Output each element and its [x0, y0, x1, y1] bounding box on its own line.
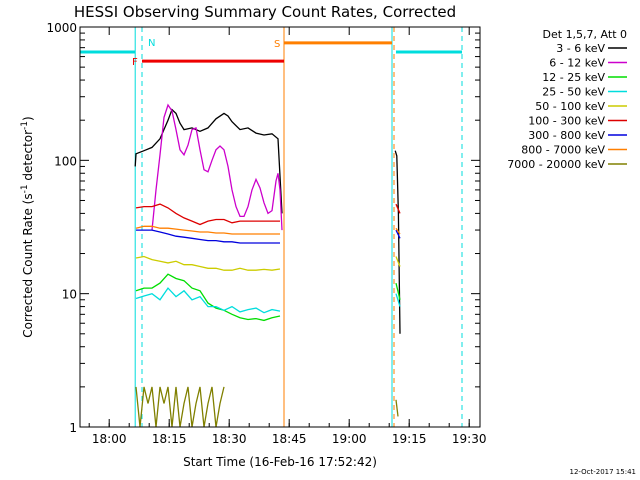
x-tick-label-1: 18:15 — [152, 432, 187, 446]
interval-label-2: F — [132, 57, 138, 68]
legend-label-8: 7000 - 20000 keV — [507, 158, 605, 171]
plot-area: NF S — [80, 27, 463, 428]
series-line-5-b — [395, 203, 401, 214]
series-line-0-b — [394, 150, 401, 334]
series-line-8 — [135, 386, 225, 428]
x-tick-label-5: 19:15 — [392, 432, 427, 446]
legend-header: Det 1,5,7, Att 0 — [543, 28, 627, 41]
legend-label-2: 12 - 25 keV — [542, 71, 605, 84]
plot-frame — [79, 26, 481, 428]
x-tick-label-3: 18:45 — [272, 432, 307, 446]
y-axis-label: Corrected Count Rate (s-1 detector-1) — [20, 116, 35, 337]
series-line-6-b — [395, 229, 401, 239]
x-tick-label-6: 19:30 — [452, 432, 487, 446]
series-line-3-b — [395, 293, 401, 307]
interval-label-1: N — [148, 38, 155, 49]
series-line-1 — [151, 103, 283, 231]
y-tick-label-1: 10 — [62, 288, 77, 302]
series-line-7 — [135, 225, 280, 235]
x-axis-label: Start Time (16-Feb-16 17:52:42) — [183, 455, 377, 469]
y-tick-label-0: 1 — [69, 421, 77, 435]
timestamp: 12-Oct-2017 15:41 — [570, 468, 636, 476]
series-line-7-b — [395, 227, 401, 235]
series-line-6 — [136, 229, 280, 244]
series-line-5 — [135, 203, 280, 226]
x-tick-label-0: 18:00 — [92, 432, 127, 446]
x-tick-label-2: 18:30 — [212, 432, 247, 446]
interval-label-3: S — [274, 39, 280, 50]
series-line-3 — [135, 287, 281, 314]
series-line-8-b — [395, 399, 399, 417]
series-line-2 — [135, 273, 281, 322]
x-axis: 18:00 18:15 18:30 18:45 19:00 19:15 19:30 — [88, 27, 487, 446]
series-line-0 — [134, 108, 283, 214]
series-line-4 — [135, 255, 281, 271]
legend-label-1: 6 - 12 keV — [549, 57, 605, 70]
y-tick-label-2: 100 — [54, 154, 77, 168]
series-line-4-b — [395, 256, 401, 267]
x-tick-label-4: 19:00 — [332, 432, 367, 446]
chart-title: HESSI Observing Summary Count Rates, Cor… — [74, 3, 456, 21]
legend-label-3: 25 - 50 keV — [542, 86, 605, 99]
legend-label-4: 50 - 100 keV — [535, 100, 605, 113]
y-axis: 1 10 100 1000 — [46, 21, 480, 435]
series-line-2-b — [395, 282, 401, 300]
legend-label-5: 100 - 300 keV — [528, 115, 605, 128]
legend-label-6: 300 - 800 keV — [528, 129, 605, 142]
y-tick-label-3: 1000 — [46, 21, 77, 35]
legend-label-0: 3 - 6 keV — [556, 42, 605, 55]
legend-label-7: 800 - 7000 keV — [521, 144, 605, 157]
